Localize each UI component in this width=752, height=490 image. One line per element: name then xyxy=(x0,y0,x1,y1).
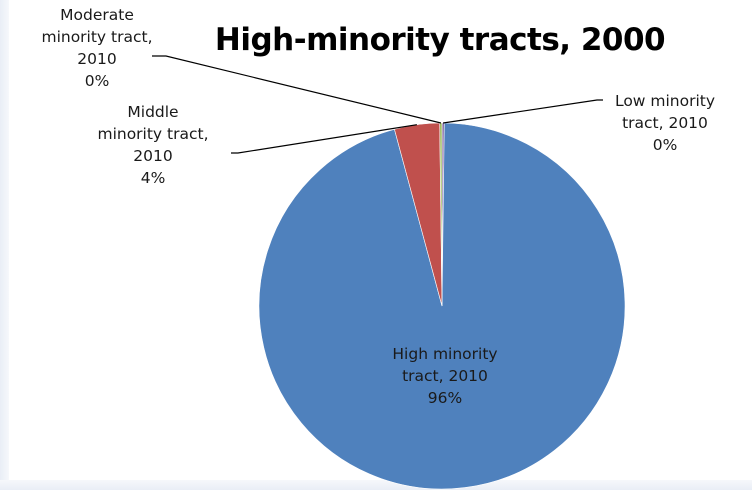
leader-line-low xyxy=(443,99,603,124)
leader-lines xyxy=(152,55,603,154)
pie-slices xyxy=(258,122,626,490)
data-label-high-value: 96% xyxy=(427,389,463,407)
data-label-moderate-line2: minority tract, xyxy=(41,28,153,46)
data-label-high-line2: tract, 2010 xyxy=(402,367,488,385)
data-label-low-line2: tract, 2010 xyxy=(622,114,708,132)
data-label-middle-line1: Middle xyxy=(127,103,179,121)
leader-line-middle xyxy=(231,124,417,154)
slide-edge-left xyxy=(0,0,9,490)
data-label-middle-value: 4% xyxy=(140,169,166,187)
data-label-middle: Middle minority tract, 2010 4% xyxy=(78,101,228,189)
data-label-moderate-line1: Moderate xyxy=(60,6,134,24)
slide-edge-bottom xyxy=(0,480,752,490)
data-label-middle-line3: 2010 xyxy=(133,147,173,165)
data-label-low-line1: Low minority xyxy=(614,92,716,110)
leader-line-moderate xyxy=(152,55,442,124)
data-label-low-value: 0% xyxy=(652,136,678,154)
data-label-moderate-value: 0% xyxy=(84,72,110,90)
data-label-high-line1: High minority xyxy=(392,345,498,363)
chart-title: High-minority tracts, 2000 xyxy=(214,22,666,58)
data-label-moderate: Moderate minority tract, 2010 0% xyxy=(22,4,172,92)
data-label-high: High minority tract, 2010 96% xyxy=(362,343,528,409)
data-label-moderate-line3: 2010 xyxy=(77,50,117,68)
data-label-low: Low minority tract, 2010 0% xyxy=(590,90,740,156)
data-label-middle-line2: minority tract, xyxy=(97,125,209,143)
